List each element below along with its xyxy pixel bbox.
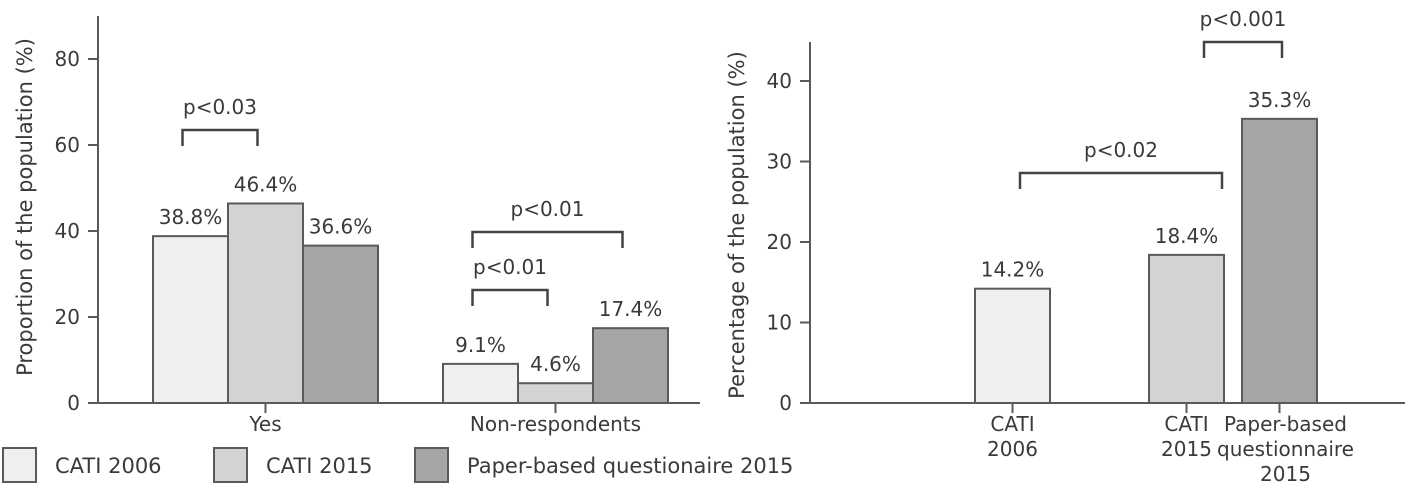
legend-swatch-0	[2, 447, 37, 483]
left-y-tick-label: 20	[55, 305, 80, 329]
right-y-tick-label: 40	[767, 69, 792, 93]
left-significance-1-label: p<0.01	[473, 255, 547, 279]
left-x-tick-label: Yes	[248, 412, 281, 436]
left-bar-1-0	[442, 362, 519, 404]
left-significance-2-bracket	[471, 230, 624, 248]
right-x-tick-label: CATI	[1164, 412, 1208, 436]
right-x-tick-label: 2015	[1161, 437, 1212, 461]
right-significance-1-bracket	[1202, 40, 1284, 58]
left-bar-1-2	[592, 327, 669, 404]
left-data-label: 38.8%	[159, 205, 223, 229]
legend: CATI 2006 CATI 2015 Paper-based questionai…	[2, 447, 793, 483]
left-significance-2-label: p<0.01	[511, 197, 585, 221]
right-significance-0-bracket	[1018, 171, 1224, 189]
right-bar-0	[974, 287, 1051, 404]
right-x-tick-label: Paper-based	[1224, 412, 1347, 436]
left-significance-0-bracket	[181, 128, 259, 146]
right-significance-0-label: p<0.02	[1084, 138, 1158, 162]
left-bar-0-1	[227, 202, 304, 404]
right-data-label: 18.4%	[1155, 224, 1219, 248]
left-y-tick-label: 40	[55, 219, 80, 243]
right-y-axis-title: Percentage of the population (%)	[725, 51, 749, 399]
right-y-tick-label: 0	[779, 391, 792, 415]
left-data-label: 36.6%	[309, 215, 373, 239]
right-significance-1-label: p<0.001	[1200, 7, 1287, 31]
left-significance-0-label: p<0.03	[183, 95, 257, 119]
right-x-tick-label: questionnaire	[1217, 437, 1354, 461]
right-data-label: 35.3%	[1248, 88, 1312, 112]
right-data-label: 14.2%	[981, 258, 1045, 282]
legend-swatch-2	[414, 447, 449, 483]
legend-label: CATI 2015	[266, 454, 373, 478]
left-bar-chart: 0 20 40 60 80 Proportion of the population (%…	[13, 16, 700, 436]
left-bar-0-2	[302, 244, 379, 404]
right-y-tick-label: 20	[767, 230, 792, 254]
left-data-label: 4.6%	[530, 352, 581, 376]
right-bar-1	[1148, 253, 1225, 404]
right-bar-2	[1241, 117, 1318, 405]
right-y-tick-label: 10	[767, 311, 792, 335]
left-y-axis-title: Proportion of the population (%)	[13, 38, 37, 376]
left-significance-1-bracket	[471, 288, 549, 306]
left-y-tick-label: 80	[55, 47, 80, 71]
left-data-label: 17.4%	[599, 297, 663, 321]
right-y-tick-label: 30	[767, 150, 792, 174]
legend-label: CATI 2006	[55, 454, 162, 478]
right-x-tick-label: 2006	[987, 437, 1038, 461]
left-data-label: 9.1%	[455, 333, 506, 357]
left-bar-0-0	[152, 235, 229, 404]
left-bar-1-1	[517, 382, 594, 405]
left-y-tick-label: 0	[67, 391, 80, 415]
left-y-tick-label: 60	[55, 133, 80, 157]
right-bar-chart: 0 10 20 30 40 Percentage of the population (%…	[725, 7, 1405, 486]
left-data-label: 46.4%	[234, 172, 298, 196]
legend-swatch-1	[213, 447, 248, 483]
legend-label: Paper-based questionaire 2015	[467, 454, 793, 478]
right-x-tick-label: CATI	[990, 412, 1034, 436]
right-x-tick-label: 2015	[1260, 462, 1311, 486]
left-x-tick-label: Non-respondents	[470, 412, 641, 436]
